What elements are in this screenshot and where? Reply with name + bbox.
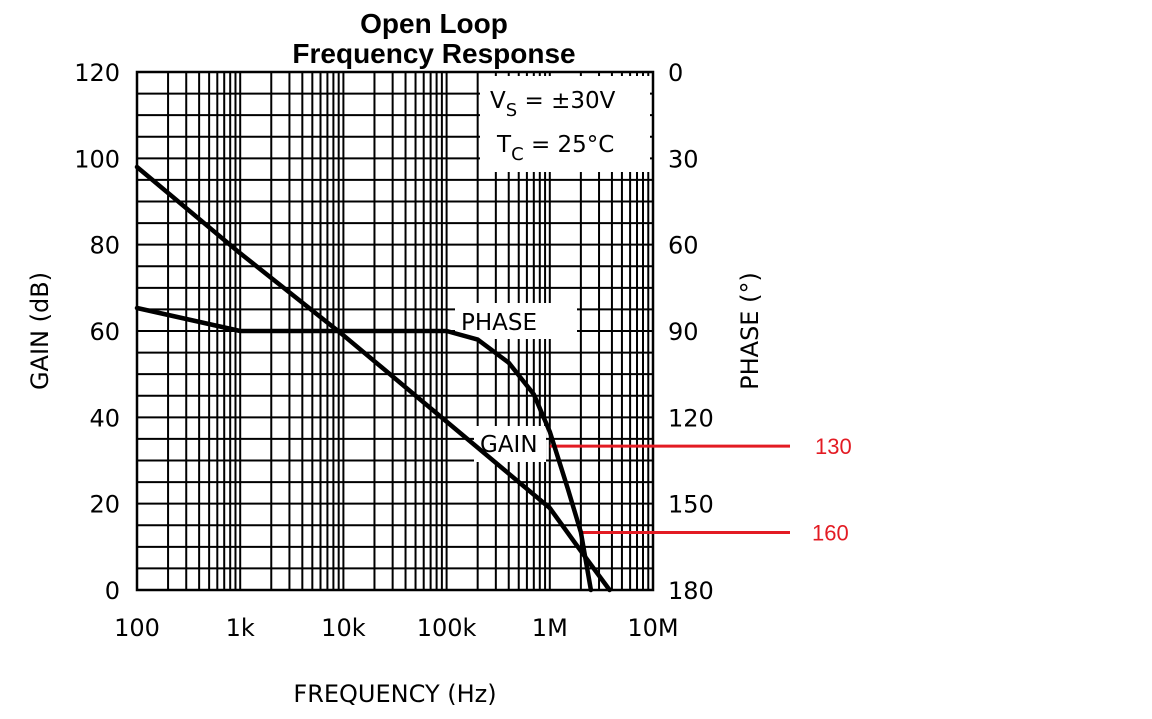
series-line-gain	[134, 164, 612, 593]
gain-tick-label: 100	[74, 145, 120, 173]
conditions-box	[480, 76, 650, 172]
annotation-label-130: 130	[815, 434, 852, 459]
y-axis-label-gain: GAIN (dB)	[26, 272, 54, 390]
y-axis-label-phase: PHASE (°)	[736, 272, 764, 390]
plot-frame	[135, 70, 655, 592]
gain-tick-label: 40	[89, 404, 120, 432]
phase-tick-label: 180	[668, 577, 714, 605]
freq-tick-label: 1M	[532, 614, 568, 642]
phase-label-box	[455, 303, 577, 339]
chart-title-line-2: Frequency Response	[292, 38, 575, 69]
gain-tick-label: 0	[105, 577, 120, 605]
phase-tick-label: 120	[668, 404, 714, 432]
phase-tick-label: 150	[668, 491, 714, 519]
gain-tick-label: 20	[89, 491, 120, 519]
phase-tick-label: 60	[668, 232, 699, 260]
annotation-lines	[549, 444, 790, 534]
freq-tick-label: 100	[114, 614, 160, 642]
freq-tick-label: 100k	[417, 614, 477, 642]
freq-tick-label: 1k	[226, 614, 255, 642]
annotation-label-160: 160	[812, 520, 849, 545]
series-label-gain: GAIN	[480, 432, 538, 458]
x-axis-label: FREQUENCY (Hz)	[293, 680, 496, 708]
gain-tick-label: 80	[89, 232, 120, 260]
series-lines	[134, 164, 612, 593]
phase-tick-label: 0	[668, 59, 683, 87]
condition-supply-voltage: VS = ±30V	[490, 88, 616, 121]
series-label-phase: PHASE	[461, 310, 537, 336]
series-line-phase	[134, 305, 594, 593]
freq-tick-label: 10M	[627, 614, 678, 642]
phase-tick-label: 90	[668, 318, 699, 346]
freq-tick-label: 10k	[321, 614, 366, 642]
gain-tick-label: 120	[74, 59, 120, 87]
phase-tick-label: 30	[668, 145, 699, 173]
gain-tick-label: 60	[89, 318, 120, 346]
chart-title-line-1: Open Loop	[360, 8, 508, 39]
